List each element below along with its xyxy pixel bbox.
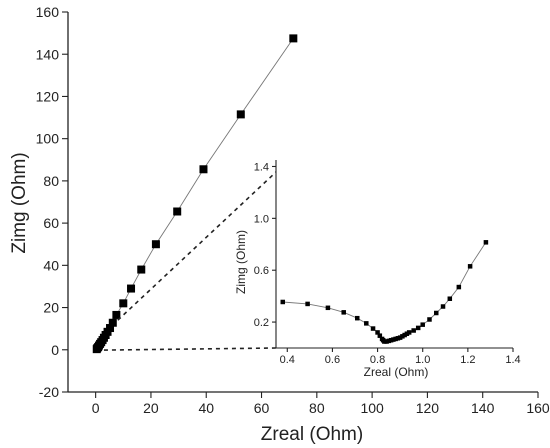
main-y-tick-label: -20 [39, 384, 59, 400]
main-x-tick-label: 60 [254, 400, 270, 416]
zoom-connector-upper [117, 171, 277, 321]
main-y-tick-label: 100 [36, 131, 60, 147]
inset-x-tick-label: 1.2 [460, 354, 475, 366]
inset-data-point [305, 301, 310, 307]
inset-y-tick-label: 1.4 [254, 161, 269, 173]
inset-data-point [400, 334, 405, 339]
main-x-axis-title: Zreal (Ohm) [261, 424, 363, 445]
inset-data-point [434, 310, 439, 316]
inset-data-point [375, 330, 380, 335]
main-data-point [236, 110, 245, 119]
main-data-point [289, 34, 298, 43]
inset-data-point [415, 325, 421, 331]
inset-data-point [440, 304, 446, 309]
main-series [92, 34, 298, 354]
inset-x-axis-title: Zreal (Ohm) [364, 365, 429, 379]
inset-plot: 0.4 0.6 0.8 1.0 1.2 1.4 0.2 0.6 1.0 1.4 Zreal (O… [234, 160, 521, 379]
inset-y-tick-label: 1.0 [254, 213, 269, 225]
main-x-tick-label: 160 [526, 400, 550, 416]
inset-x-tick-label: 1.4 [505, 354, 520, 366]
inset-data-point [406, 330, 412, 335]
inset-data-point [280, 299, 286, 305]
main-plot: 0 20 40 60 80 100 120 140 160 -20 0 20 40 60 80 100 120… [9, 4, 550, 445]
main-x-tick-label: 0 [92, 400, 100, 416]
inset-data-point [377, 333, 383, 338]
main-data-point [199, 165, 208, 174]
inset-series [280, 240, 489, 344]
inset-data-point [388, 337, 394, 343]
inset-x-tick-label: 0.4 [280, 354, 295, 366]
inset-data-point [355, 315, 360, 321]
inset-data-point [325, 305, 331, 311]
main-x-tick-label: 140 [471, 400, 495, 416]
inset-data-point [364, 321, 369, 326]
inset-data-point [384, 339, 389, 344]
main-x-tick-label: 100 [360, 400, 384, 416]
main-y-tick-label: 20 [43, 300, 59, 316]
inset-x-tick-label: 0.6 [325, 354, 340, 366]
main-data-point [127, 284, 136, 293]
inset-data-point [382, 339, 387, 344]
inset-data-point [404, 331, 410, 336]
inset-data-point [427, 317, 432, 322]
inset-x-ticks: 0.4 0.6 0.8 1.0 1.2 1.4 [280, 348, 521, 366]
main-data-point [112, 310, 121, 319]
main-y-tick-label: 40 [43, 257, 59, 273]
zoom-connector-lower [103, 347, 277, 351]
inset-y-tick-label: 0.2 [254, 317, 269, 329]
main-x-tick-label: 20 [143, 400, 159, 416]
main-y-axis-title: Zimg (Ohm) [9, 152, 30, 253]
inset-data-point [397, 335, 403, 340]
inset-y-axis-title: Zimg (Ohm) [234, 230, 248, 294]
main-x-ticks: 0 20 40 60 80 100 120 140 160 [92, 392, 550, 416]
inset-x-tick-label: 1.0 [415, 354, 430, 366]
main-y-tick-label: 120 [36, 88, 60, 104]
main-data-point [151, 240, 160, 249]
main-data-point [108, 318, 117, 327]
main-y-tick-label: 60 [43, 215, 59, 231]
main-data-point [106, 324, 115, 333]
main-data-point [137, 265, 146, 274]
inset-data-point [402, 332, 407, 338]
main-y-tick-label: 160 [36, 4, 60, 20]
main-y-tick-label: 0 [51, 342, 59, 358]
inset-data-point [370, 326, 376, 331]
main-x-tick-label: 40 [198, 400, 214, 416]
inset-data-point [341, 310, 346, 315]
inset-data-point [395, 336, 401, 341]
inset-data-point [483, 240, 489, 245]
main-data-point [173, 207, 182, 216]
zoom-connector-lines [103, 171, 277, 351]
inset-y-tick-label: 0.6 [254, 265, 269, 277]
inset-data-point [456, 284, 462, 290]
inset-x-tick-label: 0.8 [370, 354, 385, 366]
main-x-tick-label: 80 [309, 400, 325, 416]
inset-data-point [447, 296, 453, 301]
inset-data-point [391, 337, 396, 342]
main-y-tick-label: 140 [36, 46, 60, 62]
main-data-point [119, 299, 128, 308]
inset-series-line [282, 242, 487, 342]
inset-data-point [467, 264, 473, 269]
main-x-tick-label: 120 [416, 400, 440, 416]
inset-y-ticks: 0.2 0.6 1.0 1.4 [254, 161, 276, 329]
inset-data-point [420, 322, 425, 327]
inset-data-point [393, 336, 398, 342]
main-y-ticks: -20 0 20 40 60 80 100 120 140 160 [36, 4, 68, 400]
inset-data-point [386, 338, 392, 344]
main-y-tick-label: 80 [43, 173, 59, 189]
inset-data-point [411, 328, 416, 333]
